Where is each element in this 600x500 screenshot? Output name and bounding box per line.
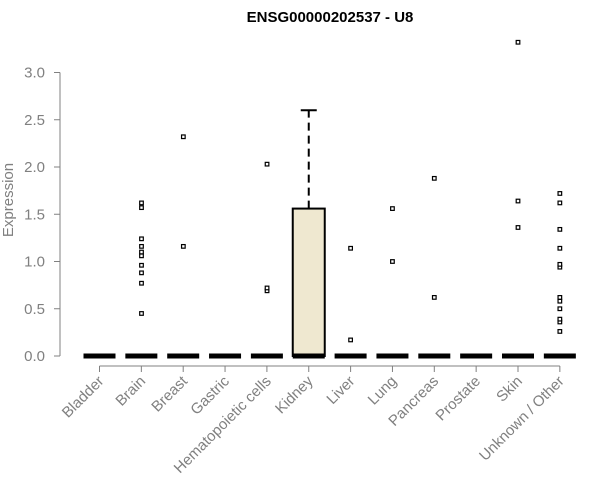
outlier-point — [139, 270, 144, 276]
box-group — [418, 175, 451, 359]
outlier-point — [139, 243, 144, 249]
box-group — [334, 245, 367, 359]
outlier-point — [139, 205, 144, 211]
y-tick-label: 2.0 — [24, 159, 45, 176]
outlier-point — [515, 198, 521, 204]
outlier-point — [139, 200, 144, 206]
outlier-point — [390, 259, 395, 264]
outlier-point — [139, 280, 144, 286]
outlier-point — [515, 225, 521, 230]
x-tick-label: Kidney — [272, 372, 317, 417]
x-tick-label: Lung — [365, 373, 401, 409]
y-tick-label: 0.0 — [24, 348, 45, 365]
box-group — [250, 161, 283, 359]
y-axis-title: Expression — [0, 163, 17, 237]
y-tick-label: 2.5 — [24, 112, 45, 129]
box-group — [291, 109, 326, 359]
outlier-point — [139, 311, 144, 316]
outlier-point — [264, 285, 270, 291]
chart-title: ENSG00000202537 - U8 — [247, 9, 414, 26]
outlier-point — [557, 191, 563, 196]
outlier-point — [557, 306, 563, 312]
outlier-point — [264, 161, 270, 167]
outlier-point — [557, 329, 563, 334]
outlier-point — [557, 261, 563, 267]
outlier-point — [431, 175, 437, 181]
x-tick-label: Breast — [148, 372, 191, 415]
outlier-point — [557, 316, 563, 322]
outlier-point — [180, 134, 186, 140]
y-tick-label: 1.5 — [24, 206, 45, 223]
x-tick-label: Skin — [493, 373, 526, 406]
outlier-point — [431, 295, 437, 300]
outlier-point — [557, 295, 563, 300]
outlier-point — [139, 253, 144, 259]
outlier-point — [348, 245, 353, 251]
x-tick-label: Bladder — [59, 373, 108, 422]
y-tick-label: 1.0 — [24, 254, 45, 271]
box-group — [125, 200, 158, 359]
x-tick-label: Brain — [112, 373, 149, 410]
outlier-point — [180, 243, 186, 249]
box-group — [376, 206, 409, 359]
y-tick-label: 3.0 — [24, 65, 45, 82]
outlier-point — [557, 298, 563, 304]
y-tick-label: 0.5 — [24, 301, 45, 318]
outlier-point — [557, 245, 563, 251]
plot-area — [83, 39, 576, 359]
outlier-point — [139, 262, 144, 268]
outlier-point — [139, 249, 144, 255]
outlier-point — [557, 226, 563, 232]
outlier-point — [390, 206, 395, 211]
outlier-point — [348, 337, 353, 343]
box-iqr — [291, 207, 326, 357]
box-group — [543, 191, 576, 359]
box-group — [502, 39, 534, 359]
outlier-point — [515, 39, 521, 45]
x-tick-label: Prostate — [432, 373, 484, 425]
outlier-point — [139, 236, 144, 242]
x-tick-label: Liver — [323, 373, 358, 408]
outlier-point — [557, 200, 563, 206]
box-group — [167, 134, 200, 359]
y-axis: 0.0 0.5 1.0 1.5 2.0 2.5 3.0 — [24, 65, 61, 365]
